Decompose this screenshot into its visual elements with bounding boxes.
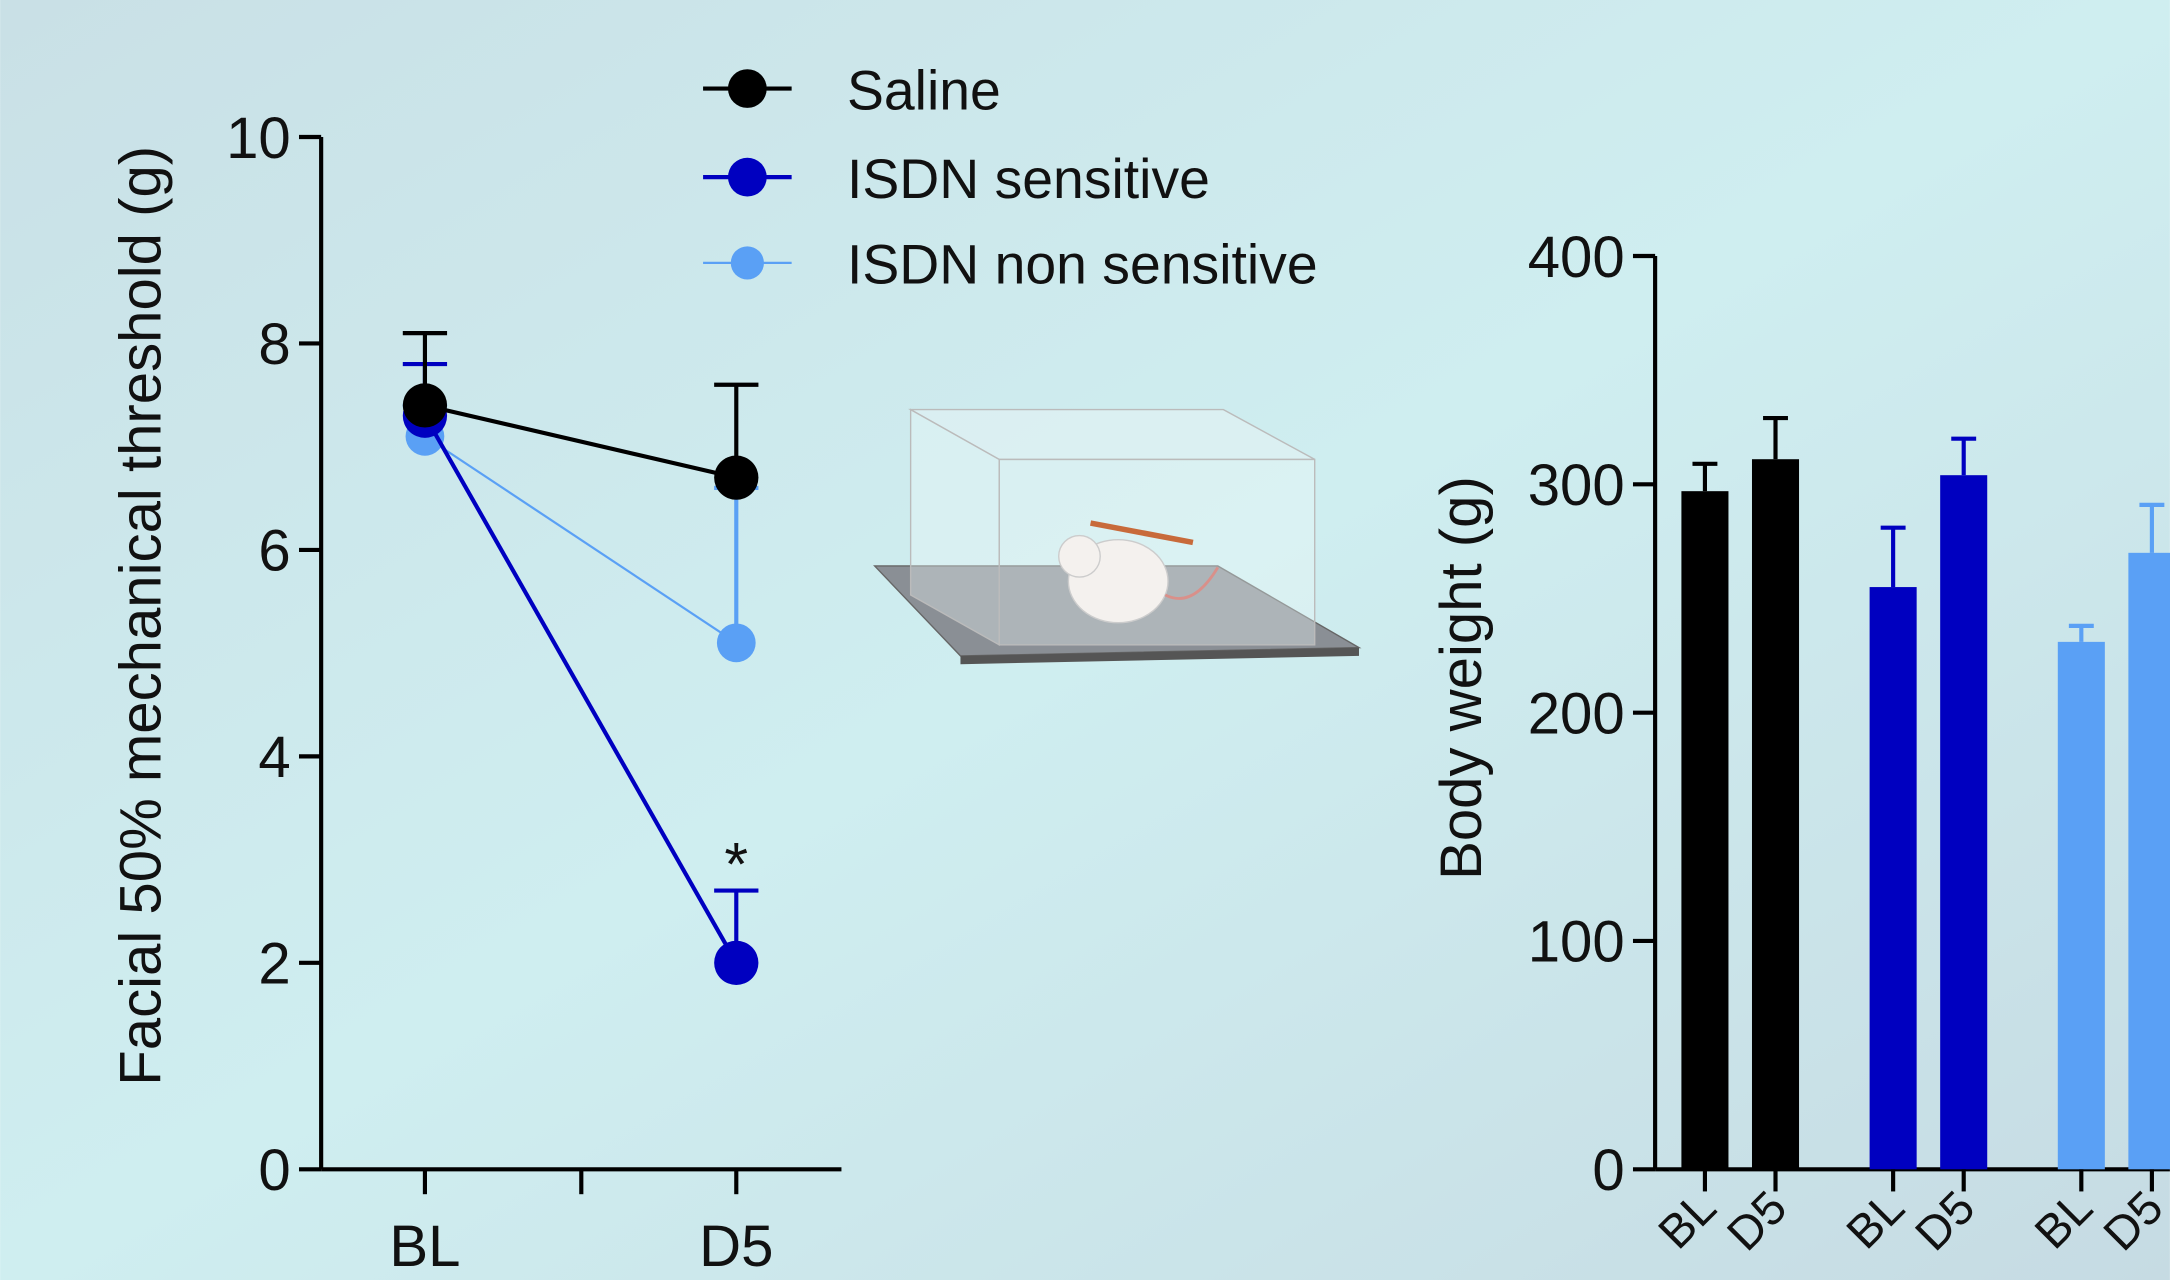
data-point bbox=[402, 383, 448, 428]
y-tick-label: 0 bbox=[1592, 1138, 1624, 1203]
series-line bbox=[423, 414, 739, 964]
legend-label: Saline bbox=[847, 59, 1001, 121]
y-tick-label: 6 bbox=[258, 519, 290, 584]
bar bbox=[1940, 475, 1988, 1170]
y-axis-title: Facial 50% mechanical threshold (g) bbox=[109, 146, 174, 1086]
y-tick-label: 100 bbox=[1528, 910, 1625, 975]
series-line bbox=[424, 403, 737, 480]
x-tick-label: BL bbox=[389, 1214, 460, 1279]
bar bbox=[2057, 641, 2105, 1170]
legend-marker bbox=[730, 246, 764, 280]
y-tick-label: 300 bbox=[1528, 453, 1625, 518]
y-tick-label: 0 bbox=[258, 1138, 290, 1203]
series-line bbox=[424, 435, 737, 644]
legend-marker bbox=[727, 157, 767, 197]
y-tick-label: 400 bbox=[1528, 225, 1625, 290]
data-point bbox=[714, 455, 759, 500]
y-tick-label: 2 bbox=[258, 932, 290, 997]
bar bbox=[1681, 491, 1729, 1170]
cage-illustration bbox=[873, 408, 1362, 665]
legend-label: ISDN sensitive bbox=[847, 148, 1210, 210]
y-axis-title: Body weight (g) bbox=[1429, 476, 1494, 880]
y-tick-label: 4 bbox=[258, 725, 290, 790]
y-tick-label: 10 bbox=[226, 106, 291, 171]
bar bbox=[1751, 459, 1800, 1170]
legend-label: ISDN non sensitive bbox=[847, 234, 1318, 296]
y-tick-label: 8 bbox=[258, 312, 290, 377]
data-point bbox=[716, 623, 756, 663]
legend-marker bbox=[727, 69, 767, 108]
x-tick-label: D5 bbox=[699, 1214, 773, 1279]
bar bbox=[2128, 552, 2170, 1170]
annotation: * bbox=[724, 830, 748, 898]
y-tick-label: 200 bbox=[1528, 681, 1625, 746]
data-point bbox=[714, 940, 759, 985]
bar bbox=[1869, 587, 1917, 1170]
